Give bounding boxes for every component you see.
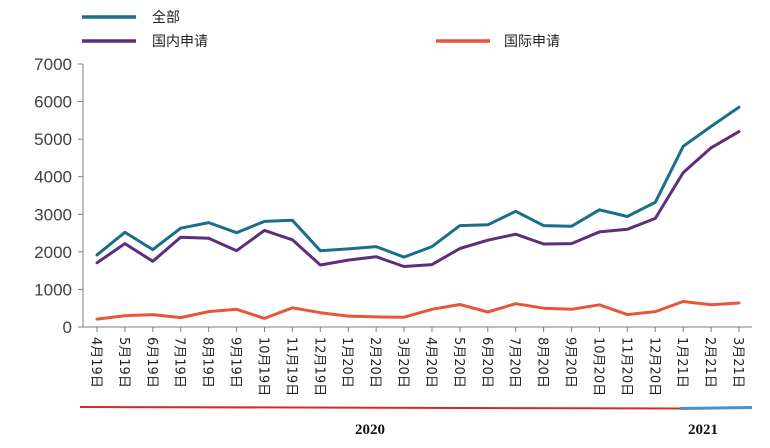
legend-item-all: 全部 — [82, 9, 180, 26]
legend: 全部 国内申请 国际申请 — [82, 9, 560, 50]
x-tick-label: 10月19日 — [255, 337, 270, 396]
legend-label-international: 国际申请 — [504, 34, 560, 50]
x-tick-label: 4月19日 — [88, 337, 103, 388]
year-label-2021: 2021 — [688, 422, 718, 438]
y-tick-label: 5000 — [34, 130, 72, 149]
year-bars: 2020 2021 — [79, 406, 753, 438]
y-tick-label: 7000 — [34, 55, 72, 74]
series-line-international — [95, 300, 741, 321]
x-tick-label: 7月20日 — [507, 337, 522, 388]
x-tick-label: 11月19日 — [283, 337, 298, 396]
legend-item-domestic: 国内申请 — [82, 34, 208, 50]
series-line-domestic — [95, 130, 741, 268]
x-tick-label: 10月20日 — [590, 337, 605, 396]
y-tick-label: 0 — [63, 318, 72, 337]
x-tick-label: 6月19日 — [144, 337, 159, 388]
x-tick-label: 9月20日 — [563, 337, 578, 388]
year-label-2020: 2020 — [355, 422, 385, 438]
x-tick-label: 8月19日 — [200, 337, 215, 388]
x-tick-label: 4月20日 — [423, 337, 438, 388]
x-tick-label: 2月20日 — [367, 337, 382, 388]
year-bar-2021 — [679, 406, 753, 410]
legend-label-domestic: 国内申请 — [152, 34, 208, 50]
y-tick-label: 3000 — [34, 205, 72, 224]
x-tick-label: 12月19日 — [311, 337, 326, 396]
y-tick-label: 2000 — [34, 243, 72, 262]
x-tick-label: 11月20日 — [618, 337, 633, 396]
y-tick-label: 4000 — [34, 168, 72, 187]
x-tick-label: 1月21日 — [674, 337, 689, 388]
x-axis: 4月19日 5月19日 6月19日 7月19日 8月19日 9月19日 10月19日 11月1… — [83, 326, 752, 396]
year-bar-2020 — [79, 406, 681, 410]
x-tick-label: 6月20日 — [479, 337, 494, 388]
legend-label-all: 全部 — [152, 9, 180, 26]
x-tick-label: 3月21日 — [730, 337, 745, 388]
series-line-all — [95, 105, 741, 259]
x-tick-label: 12月20日 — [646, 337, 661, 396]
y-tick-label: 1000 — [34, 280, 72, 299]
x-tick-label: 1月20日 — [339, 337, 354, 388]
x-tick-label: 8月20日 — [535, 337, 550, 388]
y-tick-label: 6000 — [34, 93, 72, 112]
x-tick-label: 5月20日 — [451, 337, 466, 388]
x-tick-label: 7月19日 — [172, 337, 187, 388]
x-tick-label: 3月20日 — [395, 337, 410, 388]
x-tick-label: 2月21日 — [702, 337, 717, 388]
x-tick-label: 9月19日 — [228, 337, 243, 388]
legend-item-international: 国际申请 — [436, 34, 560, 50]
x-tick-label: 5月19日 — [116, 337, 131, 388]
series-lines — [95, 105, 741, 321]
y-axis: 0 1000 2000 3000 4000 5000 6000 7000 — [34, 55, 84, 337]
